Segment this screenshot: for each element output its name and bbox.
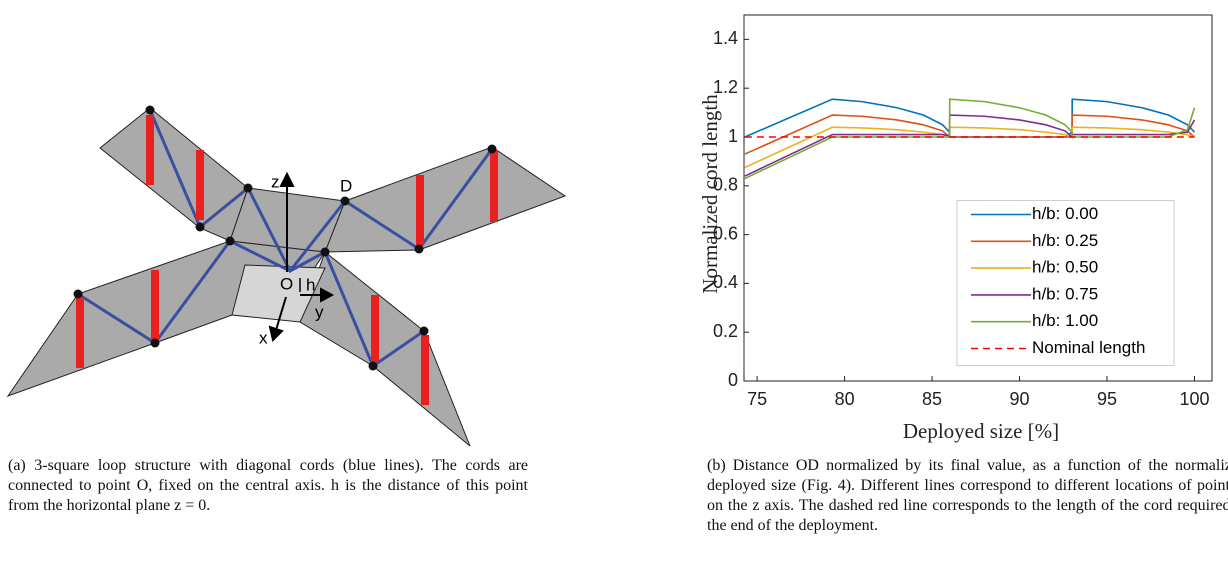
node [151, 339, 160, 348]
point-label: D [340, 176, 352, 195]
y-tick-label: 1 [728, 126, 738, 146]
node [420, 327, 429, 336]
y-tick-label: 0 [728, 370, 738, 390]
x-tick-label: 75 [747, 389, 767, 409]
x-tick-label: 95 [1097, 389, 1117, 409]
legend-label: h/b: 0.00 [1032, 204, 1098, 223]
panel [100, 108, 248, 241]
caption: (b) Distance OD normalized by its final … [707, 456, 1228, 536]
point-label: O [280, 274, 293, 293]
node [196, 223, 205, 232]
y-tick-label: 1.2 [713, 77, 738, 97]
page: z D O h y x (a) 3-square loop structure … [0, 0, 1228, 583]
node [341, 197, 350, 206]
panel [325, 147, 565, 252]
arrow-head [270, 327, 282, 340]
legend-label: h/b: 1.00 [1032, 311, 1098, 330]
x-tick-label: 85 [922, 389, 942, 409]
y-tick-label: 1.4 [713, 28, 738, 48]
y-tick-label: 0.2 [713, 321, 738, 341]
axis-letter: z [271, 172, 280, 191]
x-tick-label: 90 [1010, 389, 1030, 409]
h-label: h [306, 275, 315, 294]
diagram: z D O h y x [0, 0, 600, 455]
legend: h/b: 0.00 h/b: 0.25 h/b: 0.50 h/b: 0.75 h/b:… [957, 201, 1174, 366]
node [415, 245, 424, 254]
node [74, 290, 83, 299]
axis-letter: y [315, 302, 324, 321]
node [321, 248, 330, 257]
y-axis-label: Normalized cord length [700, 94, 722, 294]
node [244, 184, 253, 193]
node [488, 145, 497, 154]
panel [300, 252, 470, 446]
x-tick-label: 100 [1179, 389, 1209, 409]
node [226, 237, 235, 246]
legend-label: h/b: 0.75 [1032, 284, 1098, 303]
legend-label: Nominal length [1032, 338, 1145, 357]
legend-label: h/b: 0.25 [1032, 231, 1098, 250]
axis-letter: x [259, 328, 268, 347]
legend-label: h/b: 0.50 [1032, 258, 1098, 277]
node [146, 106, 155, 115]
x-tick-label: 80 [835, 389, 855, 409]
x-axis-label: Deployed size [%] [903, 419, 1059, 443]
node [369, 362, 378, 371]
caption: (a) 3-square loop structure with diagona… [8, 456, 528, 516]
arrow-head [281, 174, 293, 186]
